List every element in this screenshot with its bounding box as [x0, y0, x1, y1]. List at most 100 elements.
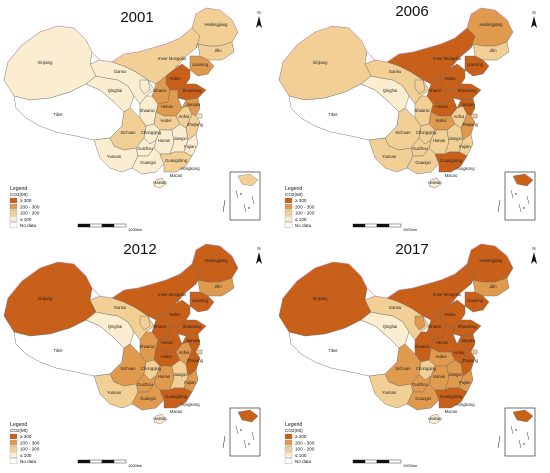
province-label-inner-mongolia: Inner Mongolia: [433, 292, 461, 297]
province-label-zhejiang: Zhejiang: [462, 358, 479, 363]
province-label-hunan: Hunan: [433, 374, 446, 379]
province-label-shanxi: Shanxi: [154, 324, 167, 329]
province-label-liaoning: Liaoning: [192, 62, 209, 67]
province-label-heilongjiang: Heilongjiang: [479, 258, 503, 263]
province-label-xinjiang: Xinjiang: [38, 296, 54, 301]
province-label-zhejiang: Zhejiang: [187, 358, 204, 363]
province-heilongjiang: [466, 243, 514, 285]
legend-label: ≤ 100: [20, 453, 32, 458]
province-label-xinjiang: Xinjiang: [38, 60, 54, 65]
legend-swatch: [284, 197, 293, 204]
province-label-jiangxi: Jiangxi: [448, 136, 461, 141]
province-label-hongkong: Hongkong: [455, 402, 475, 407]
province-label-fujian: Fujian: [459, 380, 471, 385]
inset-map: [229, 171, 261, 221]
province-label-jiangsu: Jiangsu: [186, 338, 201, 343]
province-label-sichuan: Sichuan: [395, 366, 411, 371]
border-outline: [7, 7, 239, 63]
province-liaoning: [464, 291, 490, 313]
province-label-macao: Macao: [170, 173, 183, 178]
province-label-jiangsu: Jiangsu: [186, 102, 201, 107]
legend-label: ≤ 100: [295, 217, 307, 222]
province-label-inner-mongolia: Inner Mongolia: [158, 56, 186, 61]
province-label-gansu: Gansu: [389, 69, 402, 74]
province-label-chongqing: Chongqing: [141, 366, 162, 371]
province-shanghai: [472, 349, 478, 355]
province-shandong: [177, 83, 207, 101]
province-label-qinghai: Qinghai: [383, 88, 398, 93]
province-label-jiangxi: Jiangxi: [448, 372, 461, 377]
province-guangdong: [434, 151, 468, 173]
legend-swatch: [9, 222, 18, 228]
map-year-title: 2012: [123, 241, 156, 258]
province-guangdong: [159, 151, 193, 173]
province-label-hubei: Hubei: [161, 354, 172, 359]
province-label-guizhou: Guizhou: [412, 382, 428, 387]
legend-label: 100 - 200: [20, 211, 40, 216]
legend-swatch: [9, 197, 18, 204]
scale-label: 1000km: [403, 227, 418, 232]
province-jiangsu: [181, 333, 201, 353]
province-liaoning: [189, 55, 215, 77]
legend-swatch: [284, 216, 293, 222]
province-label-fujian: Fujian: [184, 144, 196, 149]
inset-map: [504, 171, 536, 221]
province-label-shanxi: Shanxi: [154, 88, 167, 93]
province-label-zhejiang: Zhejiang: [187, 122, 204, 127]
legend-swatch: [284, 433, 293, 440]
province-label-chongqing: Chongqing: [416, 130, 437, 135]
legend-swatch: [9, 446, 18, 452]
legend-label: No data: [295, 223, 312, 228]
province-label-guangdong: Guangdong: [440, 394, 463, 399]
province-label-hunan: Hunan: [433, 138, 446, 143]
province-label-chongqing: Chongqing: [141, 130, 162, 135]
province-label-xinjiang: Xinjiang: [313, 60, 329, 65]
province-label-gansu: Gansu: [389, 305, 402, 310]
map-year-title: 2006: [395, 3, 428, 20]
province-label-yunnan: Yunnan: [382, 390, 397, 395]
province-label-hebei: Hebei: [170, 312, 181, 317]
inset-map: [504, 407, 536, 457]
legend-label: 200 - 300: [295, 440, 315, 445]
province-label-shanxi: Shanxi: [429, 324, 442, 329]
province-label-heilongjiang: Heilongjiang: [204, 22, 228, 27]
legend-swatch: [9, 440, 18, 446]
province-label-liaoning: Liaoning: [467, 298, 484, 303]
province-label-sichuan: Sichuan: [395, 130, 411, 135]
province-label-anhui: Anhui: [454, 114, 465, 119]
province-label-liaoning: Liaoning: [467, 62, 484, 67]
north-label: N: [257, 10, 260, 15]
legend-label: ≥ 300: [295, 434, 307, 439]
north-label: N: [257, 246, 260, 251]
province-shandong: [452, 83, 482, 101]
province-label-shandong: Shandong: [457, 324, 477, 329]
province-label-shaanxi: Shaanxi: [414, 108, 429, 113]
legend-label: ≥ 300: [20, 434, 32, 439]
province-label-henan: Henan: [161, 104, 174, 109]
legend-swatch: [284, 458, 293, 464]
province-label-jilin: Jilin: [214, 48, 222, 53]
scale-bar: 1000km: [77, 459, 143, 468]
map-year-title: 2001: [120, 9, 153, 26]
province-shanghai: [197, 113, 203, 119]
legend-swatch: [9, 210, 18, 216]
province-label-jiangxi: Jiangxi: [173, 372, 186, 377]
legend-label: 200 - 300: [295, 204, 315, 209]
province-guangdong: [434, 387, 468, 409]
province-label-guangxi: Guangxi: [140, 396, 156, 401]
province-label-anhui: Anhui: [179, 114, 190, 119]
province-label-qinghai: Qinghai: [108, 88, 123, 93]
legend-swatch: [9, 452, 18, 458]
legend-label: 200 - 300: [20, 204, 40, 209]
legend-label: No data: [20, 459, 37, 464]
province-shanghai: [197, 349, 203, 355]
province-label-jiangxi: Jiangxi: [173, 136, 186, 141]
map-svg-2012: 2012 Xinjiang Tibet Qinghai Gansu Inner Mongo…: [3, 241, 262, 468]
province-liaoning: [189, 291, 215, 313]
legend-unit: CO2(Mt): [10, 192, 28, 197]
province-label-inner-mongolia: Inner Mongolia: [433, 56, 461, 61]
border-outline: [7, 243, 239, 299]
province-jiangsu: [456, 333, 476, 353]
